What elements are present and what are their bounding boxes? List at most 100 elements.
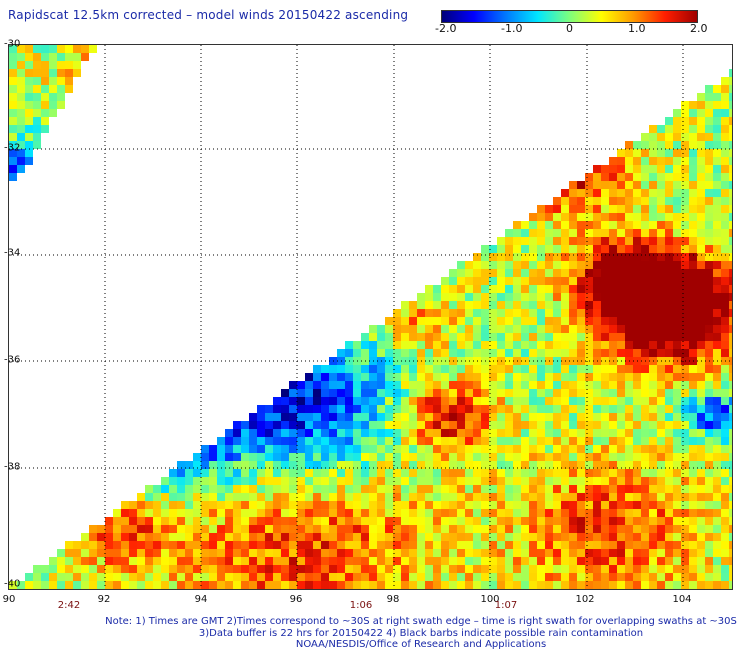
heatmap-cell	[649, 253, 657, 261]
colorbar-tick-1: -1.0	[501, 22, 523, 35]
heatmap-cell	[329, 589, 337, 590]
heatmap-cell	[433, 493, 441, 501]
heatmap-cell	[489, 333, 497, 341]
heatmap-cell	[457, 477, 465, 485]
heatmap-cell	[609, 581, 617, 589]
heatmap-cell	[729, 461, 732, 469]
heatmap-cell	[705, 141, 713, 149]
heatmap-cell	[305, 525, 313, 533]
heatmap-cell	[457, 397, 465, 405]
heatmap-cell	[681, 101, 689, 109]
heatmap-cell	[537, 245, 545, 253]
heatmap-cell	[449, 389, 457, 397]
heatmap-cell	[705, 285, 713, 293]
heatmap-cell	[257, 405, 265, 413]
heatmap-cell	[449, 301, 457, 309]
heatmap-cell	[681, 125, 689, 133]
heatmap-cell	[97, 573, 105, 581]
heatmap-cell	[41, 125, 49, 133]
heatmap-cell	[577, 269, 585, 277]
heatmap-cell	[489, 285, 497, 293]
heatmap-cell	[713, 181, 721, 189]
heatmap-cell	[489, 589, 497, 590]
heatmap-cell	[489, 573, 497, 581]
heatmap-cell	[553, 309, 561, 317]
heatmap-cell	[25, 109, 33, 117]
heatmap-cell	[201, 589, 209, 590]
heatmap-cell	[681, 565, 689, 573]
heatmap-cell	[465, 389, 473, 397]
heatmap-cell	[617, 189, 625, 197]
map-title: Rapidscat 12.5km corrected – model winds…	[8, 8, 409, 22]
heatmap-cell	[665, 149, 673, 157]
heatmap-cell	[313, 589, 321, 590]
heatmap-cell	[601, 173, 609, 181]
heatmap-cell	[545, 301, 553, 309]
heatmap-cell	[681, 229, 689, 237]
heatmap-cell	[569, 349, 577, 357]
heatmap-cell	[713, 237, 721, 245]
heatmap-cell	[697, 269, 705, 277]
heatmap-cell	[665, 229, 673, 237]
heatmap-cell	[553, 229, 561, 237]
heatmap-cell	[609, 173, 617, 181]
heatmap-cell	[137, 509, 145, 517]
heatmap-cell	[697, 469, 705, 477]
heatmap-cell	[209, 589, 217, 590]
heatmap-cell	[625, 581, 633, 589]
heatmap-cell	[521, 221, 529, 229]
heatmap-cell	[601, 541, 609, 549]
heatmap-cell	[241, 533, 249, 541]
heatmap-cell	[241, 549, 249, 557]
heatmap-cell	[289, 381, 297, 389]
heatmap-cell	[665, 541, 673, 549]
heatmap-cell	[409, 501, 417, 509]
heatmap-cell	[177, 589, 185, 590]
heatmap-cell	[625, 421, 633, 429]
heatmap-cell	[497, 293, 505, 301]
heatmap-cell	[657, 525, 665, 533]
heatmap-cell	[241, 573, 249, 581]
heatmap-cell	[449, 341, 457, 349]
heatmap-cell	[641, 293, 649, 301]
heatmap-cell	[273, 557, 281, 565]
heatmap-cell	[593, 197, 601, 205]
heatmap-cell	[17, 581, 25, 589]
heatmap-cell	[721, 157, 729, 165]
heatmap-cell	[433, 349, 441, 357]
heatmap-cell	[609, 205, 617, 213]
heatmap-cell	[377, 381, 385, 389]
heatmap-cell	[665, 581, 673, 589]
heatmap-cell	[113, 565, 121, 573]
heatmap-cell	[513, 261, 521, 269]
heatmap-cell	[297, 461, 305, 469]
heatmap-cell	[609, 197, 617, 205]
heatmap-cell	[297, 509, 305, 517]
heatmap-cell	[513, 341, 521, 349]
heatmap-cell	[393, 581, 401, 589]
heatmap-cell	[497, 533, 505, 541]
heatmap-cell	[633, 413, 641, 421]
heatmap-cell	[385, 461, 393, 469]
heatmap-cell	[625, 157, 633, 165]
heatmap-cell	[705, 101, 713, 109]
heatmap-cell	[553, 509, 561, 517]
heatmap-cell	[729, 309, 732, 317]
heatmap-cell	[513, 293, 521, 301]
heatmap-cell	[521, 429, 529, 437]
heatmap-cell	[593, 533, 601, 541]
heatmap-cell	[673, 517, 681, 525]
heatmap-cell	[537, 293, 545, 301]
heatmap-cell	[361, 445, 369, 453]
heatmap-cell	[505, 381, 513, 389]
heatmap-cell	[561, 541, 569, 549]
heatmap-cell	[665, 301, 673, 309]
heatmap-cell	[33, 109, 41, 117]
heatmap-cell	[641, 501, 649, 509]
heatmap-cell	[537, 525, 545, 533]
heatmap-cell	[497, 437, 505, 445]
heatmap-cell	[369, 533, 377, 541]
heatmap-cell	[665, 333, 673, 341]
heatmap-cell	[337, 429, 345, 437]
heatmap-cell	[641, 189, 649, 197]
